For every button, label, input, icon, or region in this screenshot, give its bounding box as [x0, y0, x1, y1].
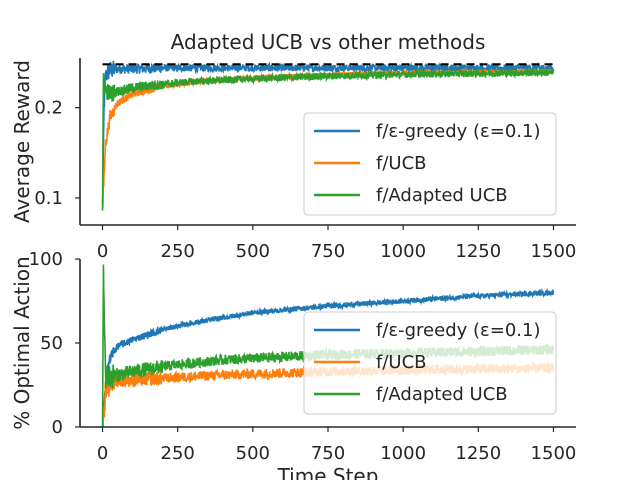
- legend-entry-label: f/ε-greedy (ε=0.1): [376, 320, 541, 341]
- x-tick-label: 250: [161, 443, 195, 464]
- x-tick-label: 1500: [531, 241, 577, 262]
- legend-entry-label: f/UCB: [376, 352, 427, 373]
- legend: f/ε-greedy (ε=0.1) f/UCB f/Adapted UCB: [303, 112, 557, 216]
- legend-entry-label: f/Adapted UCB: [376, 185, 508, 206]
- y-tick-label: 50: [40, 333, 63, 354]
- series-line-1: [101, 287, 555, 428]
- y-tick-label: 0.2: [34, 98, 63, 119]
- y-tick-label: 100: [29, 249, 63, 270]
- x-tick-label: 250: [161, 241, 195, 262]
- legend-entry-label: f/ε-greedy (ε=0.1): [376, 121, 541, 142]
- x-tick-label: 0: [97, 443, 108, 464]
- y-axis-label: Average Reward: [10, 60, 34, 223]
- legend-box: [303, 112, 557, 216]
- y-axis-label: % Optimal Action: [10, 256, 34, 430]
- legend-entry-label: f/UCB: [376, 153, 427, 174]
- x-tick-label: 1250: [455, 443, 501, 464]
- legend-box: [303, 311, 557, 415]
- series-line-3: [101, 67, 555, 211]
- chart-title: Adapted UCB vs other methods: [171, 30, 486, 54]
- x-tick-label: 1500: [531, 443, 577, 464]
- x-axis-label: Time Step: [277, 464, 379, 480]
- x-tick-label: 0: [97, 241, 108, 262]
- legend: f/ε-greedy (ε=0.1) f/UCB f/Adapted UCB: [303, 311, 557, 415]
- y-tick-label: 0: [52, 417, 63, 438]
- x-tick-label: 750: [311, 241, 345, 262]
- legend-entry-label: f/Adapted UCB: [376, 384, 508, 405]
- x-tick-label: 500: [236, 241, 270, 262]
- x-tick-label: 750: [311, 443, 345, 464]
- x-tick-label: 1250: [455, 241, 501, 262]
- bottom-subplot: 0 250 500 750 1000 1250 1500 0 50 100% Optimal Ac…: [10, 249, 576, 480]
- x-tick-label: 1000: [380, 241, 426, 262]
- x-tick-label: 1000: [380, 443, 426, 464]
- x-tick-label: 500: [236, 443, 270, 464]
- y-tick-label: 0.1: [34, 188, 63, 209]
